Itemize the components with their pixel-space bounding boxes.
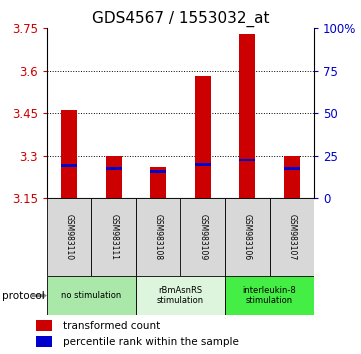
Text: GSM983110: GSM983110 bbox=[65, 214, 74, 260]
Bar bbox=[284, 156, 300, 198]
Bar bbox=[284, 167, 300, 170]
Text: GSM983106: GSM983106 bbox=[243, 214, 252, 260]
Bar bbox=[151, 167, 166, 198]
Text: transformed count: transformed count bbox=[63, 321, 160, 331]
Bar bbox=[270, 198, 314, 276]
Bar bbox=[136, 198, 180, 276]
Bar bbox=[106, 156, 122, 198]
Bar bbox=[195, 163, 210, 166]
Bar bbox=[91, 198, 136, 276]
Text: GSM983108: GSM983108 bbox=[154, 214, 163, 260]
Text: GSM983109: GSM983109 bbox=[198, 214, 207, 260]
Bar bbox=[61, 164, 77, 167]
Text: GSM983111: GSM983111 bbox=[109, 214, 118, 260]
Bar bbox=[239, 159, 255, 161]
Bar bbox=[239, 34, 255, 198]
Bar bbox=[36, 336, 52, 347]
Bar bbox=[106, 167, 122, 170]
Bar bbox=[36, 320, 52, 331]
Bar bbox=[195, 76, 210, 198]
Bar bbox=[61, 110, 77, 198]
Bar bbox=[136, 276, 225, 315]
Text: rBmAsnRS
stimulation: rBmAsnRS stimulation bbox=[157, 286, 204, 305]
Bar bbox=[47, 198, 91, 276]
Text: protocol: protocol bbox=[2, 291, 44, 301]
Text: percentile rank within the sample: percentile rank within the sample bbox=[63, 337, 239, 347]
Title: GDS4567 / 1553032_at: GDS4567 / 1553032_at bbox=[92, 11, 269, 27]
Bar bbox=[151, 170, 166, 173]
Bar bbox=[180, 198, 225, 276]
Bar bbox=[47, 276, 136, 315]
Text: GSM983107: GSM983107 bbox=[287, 214, 296, 260]
Text: interleukin-8
stimulation: interleukin-8 stimulation bbox=[243, 286, 296, 305]
Bar bbox=[225, 276, 314, 315]
Bar bbox=[225, 198, 270, 276]
Text: no stimulation: no stimulation bbox=[61, 291, 122, 300]
